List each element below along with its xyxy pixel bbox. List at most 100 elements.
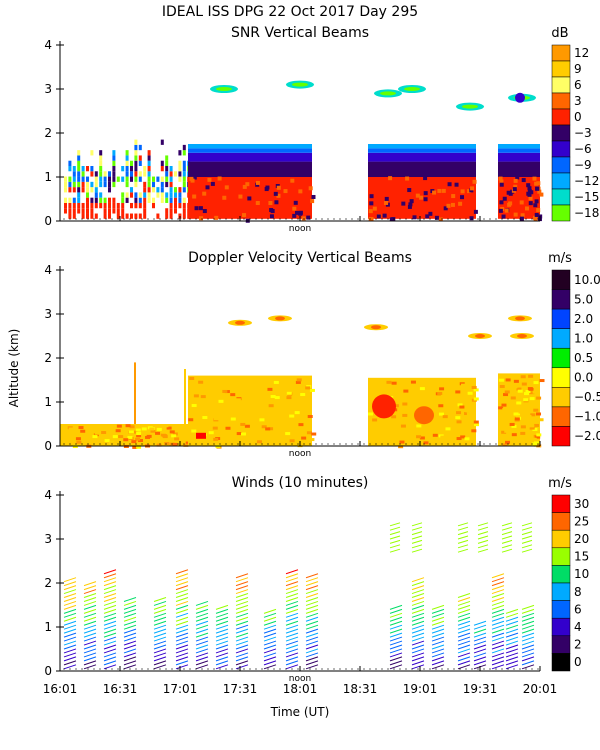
obs-dot xyxy=(531,443,533,445)
colorbar-swatch xyxy=(551,426,571,447)
obs-dot xyxy=(399,218,401,220)
obs-dot xyxy=(81,668,83,670)
obs-dot xyxy=(111,668,113,670)
wind-barb xyxy=(285,632,299,638)
obs-dot xyxy=(417,668,419,670)
wind-barb xyxy=(457,620,471,626)
snr-cell xyxy=(165,160,169,166)
wind-barb xyxy=(505,644,519,650)
obs-dot xyxy=(219,668,221,670)
wind-barb xyxy=(175,597,189,602)
snr-cell xyxy=(77,181,81,188)
wind-barb xyxy=(195,636,209,642)
snr-cell xyxy=(182,187,186,193)
x-tick-label: 16:01 xyxy=(43,682,78,696)
snr-patch xyxy=(216,87,232,91)
snr-cell xyxy=(81,208,85,214)
snr-cell xyxy=(143,166,147,172)
wind-barb xyxy=(153,640,167,646)
doppler-cell xyxy=(523,398,529,402)
snr-cell xyxy=(64,202,67,209)
obs-dot xyxy=(519,668,521,670)
snr-cell xyxy=(134,150,138,156)
snr-cell xyxy=(81,176,85,182)
wind-barb xyxy=(63,608,77,614)
snr-layer xyxy=(498,161,540,177)
wind-barb xyxy=(491,636,505,642)
wind-barb xyxy=(195,612,209,618)
doppler-cell xyxy=(536,396,542,400)
wind-barb xyxy=(285,616,299,622)
snr-cell xyxy=(178,176,182,182)
snr-cell xyxy=(527,186,532,191)
wind-barb xyxy=(285,664,299,670)
obs-dot xyxy=(315,218,317,220)
colorbar-swatch xyxy=(551,76,571,94)
snr-cell xyxy=(527,192,532,197)
wind-barb xyxy=(521,608,535,614)
wind-barb xyxy=(521,664,535,670)
obs-dot xyxy=(477,218,479,220)
snr-cell xyxy=(169,187,173,193)
obs-dot xyxy=(387,443,389,445)
wind-barb xyxy=(285,569,299,575)
snr-cell xyxy=(539,192,544,197)
snr-cell xyxy=(182,176,186,182)
obs-dot xyxy=(447,443,449,445)
obs-dot xyxy=(165,218,167,220)
snr-cell xyxy=(86,187,89,193)
wind-barb xyxy=(83,581,97,587)
doppler-cell xyxy=(391,415,397,419)
snr-cell xyxy=(116,213,120,219)
wind-barb xyxy=(491,589,505,595)
wind-barb xyxy=(123,640,137,646)
snr-cell xyxy=(72,171,76,177)
obs-dot xyxy=(123,668,125,670)
doppler-cell xyxy=(62,443,68,447)
wind-barb xyxy=(123,632,137,638)
wind-barb xyxy=(285,577,299,583)
snr-cell xyxy=(94,187,98,193)
obs-dot xyxy=(399,443,401,445)
snr-cell xyxy=(147,187,151,193)
wind-barb xyxy=(153,624,167,630)
obs-dot xyxy=(171,218,173,220)
obs-dot xyxy=(237,218,239,220)
wind-barb xyxy=(175,577,189,583)
wind-barb xyxy=(63,593,77,598)
wind-barb xyxy=(195,664,209,670)
wind-barb xyxy=(305,640,319,646)
wind-barb xyxy=(195,648,209,654)
wind-barb xyxy=(457,539,469,544)
obs-dot xyxy=(441,218,443,220)
obs-dot xyxy=(435,443,437,445)
obs-dot xyxy=(459,668,461,670)
wind-barb xyxy=(491,608,505,614)
obs-dot xyxy=(471,668,473,670)
doppler-cell xyxy=(286,396,292,400)
snr-cell xyxy=(121,197,125,203)
wind-barb xyxy=(83,589,97,595)
wind-barb xyxy=(431,640,445,646)
wind-barb xyxy=(389,644,403,650)
obs-dot xyxy=(147,668,149,670)
wind-barb xyxy=(235,620,249,626)
wind-barb xyxy=(123,656,137,662)
snr-cell xyxy=(99,155,103,161)
wind-barb xyxy=(521,656,535,662)
obs-dot xyxy=(279,218,281,220)
wind-barb xyxy=(153,644,167,650)
obs-dot xyxy=(141,668,143,670)
wind-barb xyxy=(501,531,513,536)
doppler-cell xyxy=(200,395,206,399)
wind-barb xyxy=(175,660,189,666)
snr-cell xyxy=(160,160,164,166)
wind-barb xyxy=(215,616,229,622)
wind-barb xyxy=(195,624,209,630)
doppler-cell xyxy=(267,387,273,391)
x-tick-label: 17:31 xyxy=(223,682,258,696)
wind-barb xyxy=(389,608,403,614)
wind-barb xyxy=(195,616,209,622)
obs-dot xyxy=(423,218,425,220)
snr-cell xyxy=(165,208,169,214)
